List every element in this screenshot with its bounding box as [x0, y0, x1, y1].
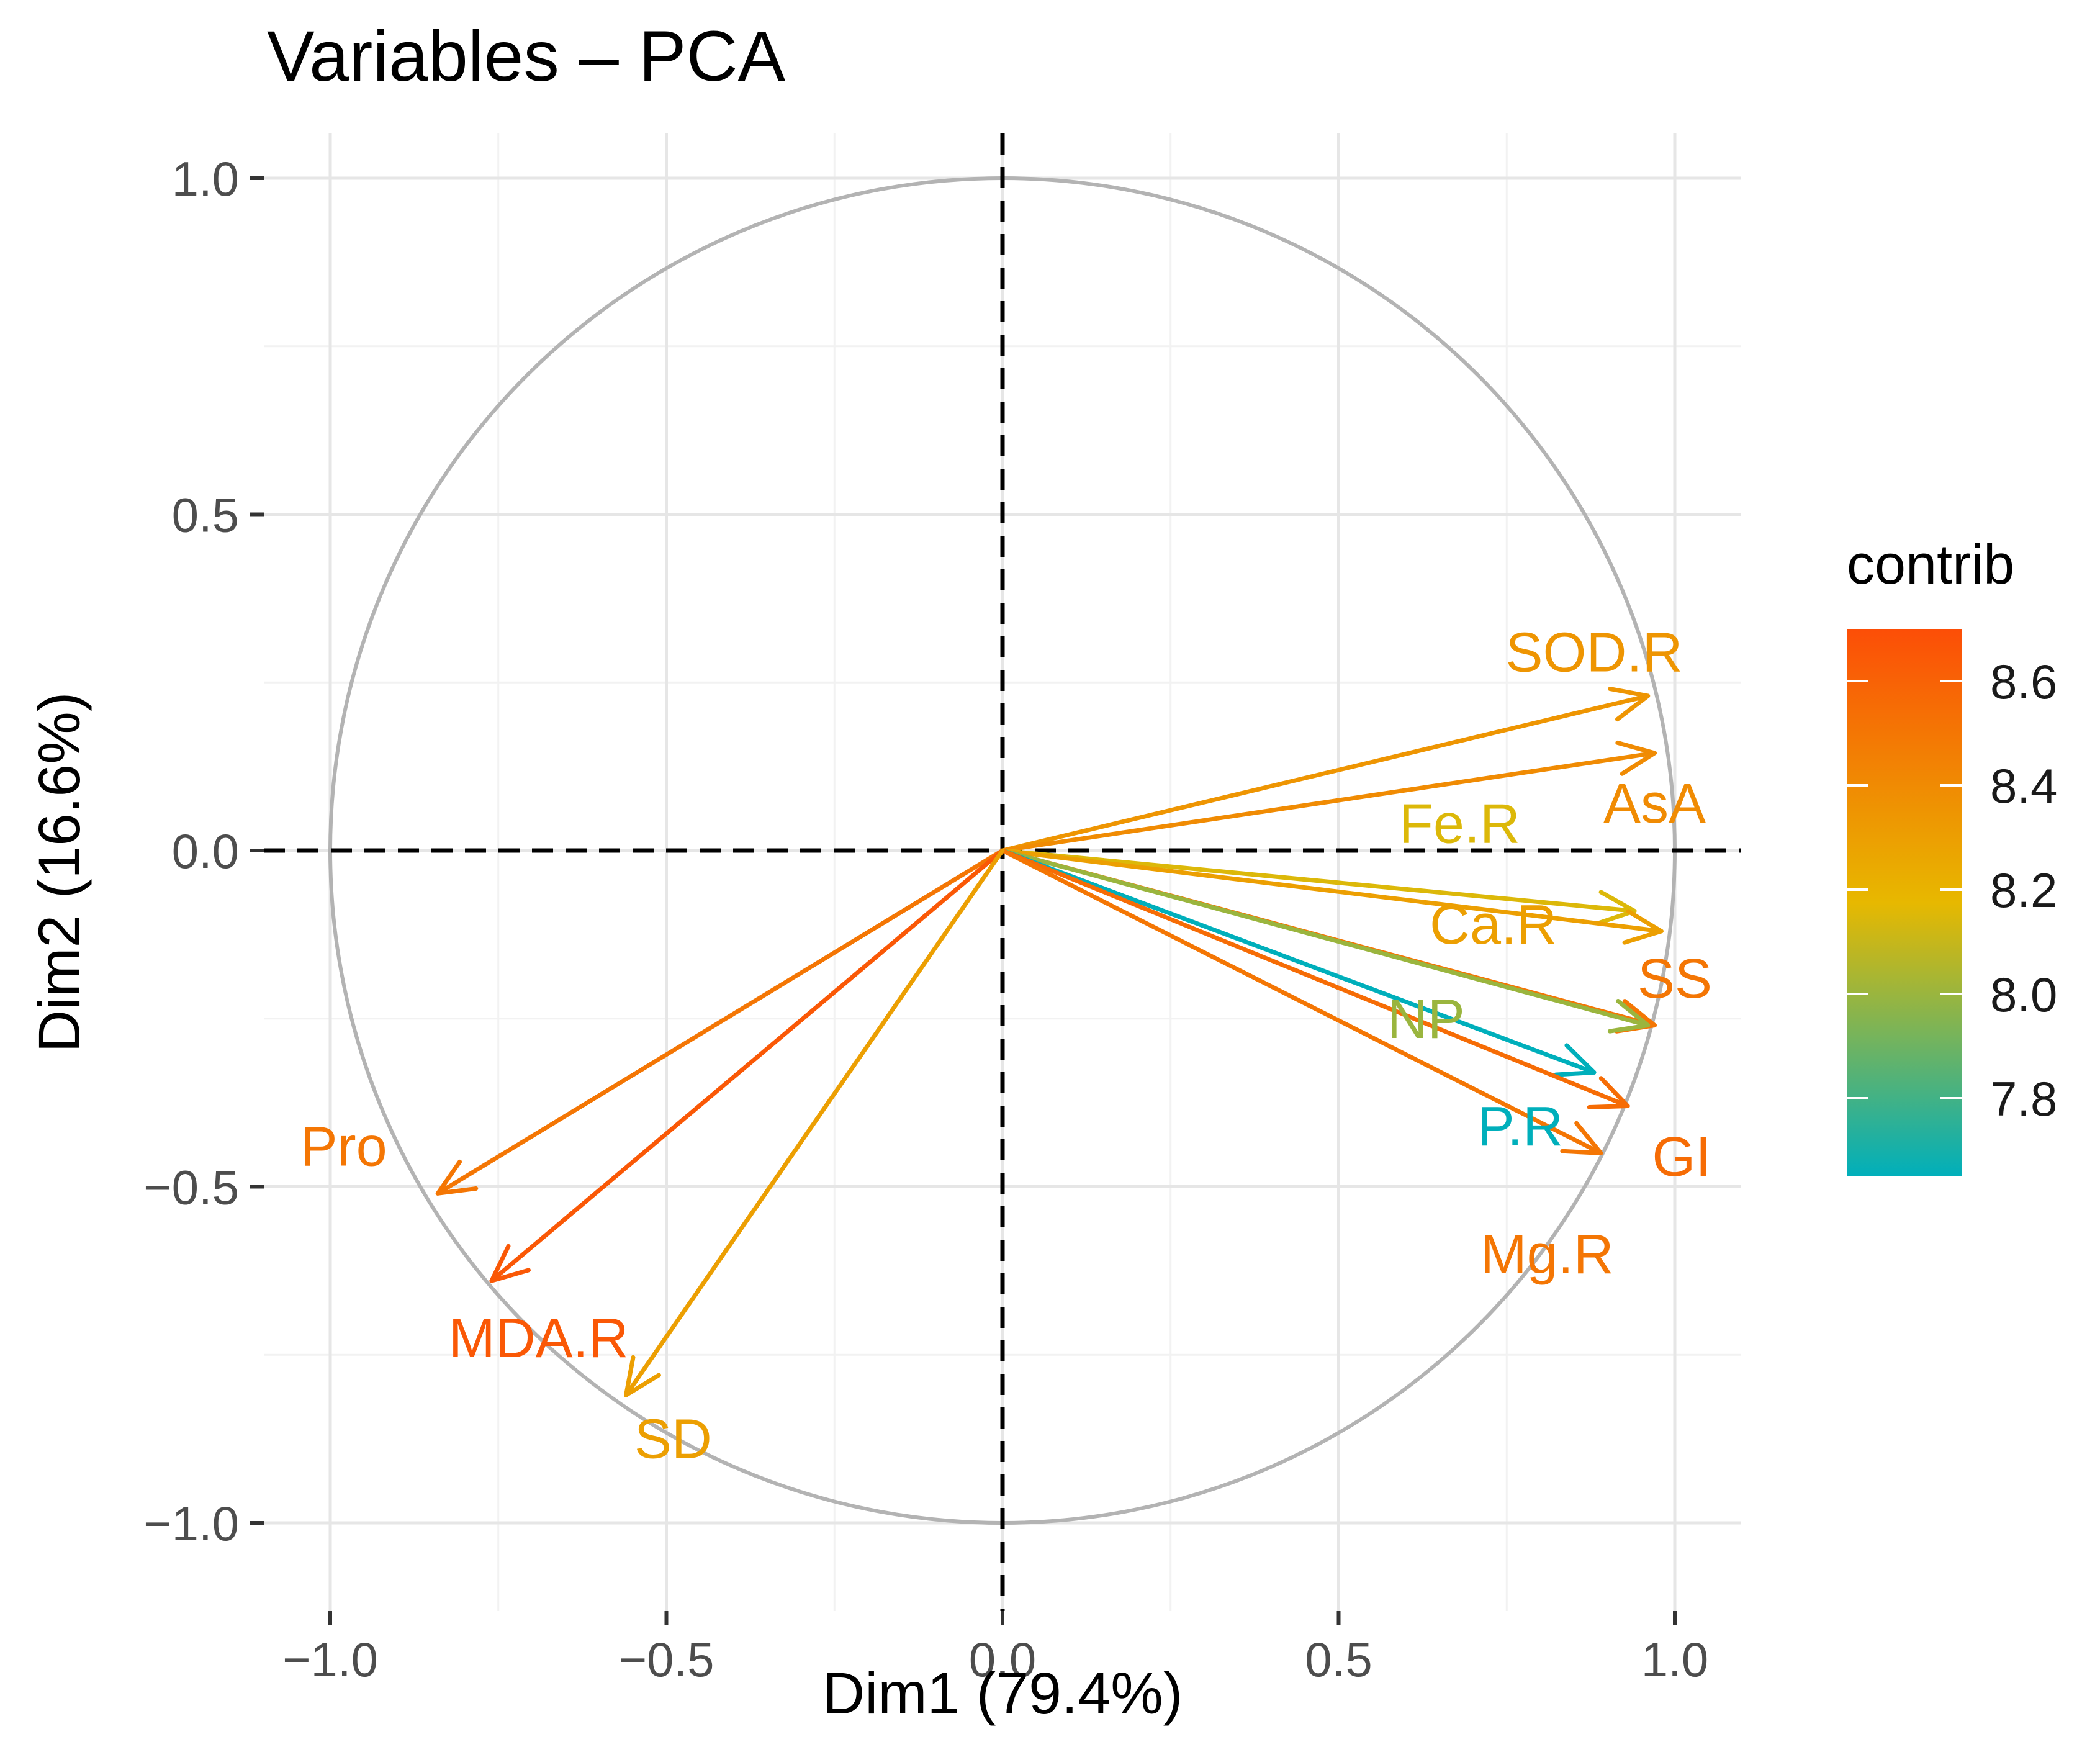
label-ca-r: Ca.R [1430, 894, 1557, 956]
arrowhead-mg-r [1560, 1121, 1603, 1155]
legend-tick-label: 8.4 [1990, 759, 2057, 813]
label-pro: Pro [300, 1116, 387, 1178]
arrow-gi [1000, 848, 1630, 1109]
arrowhead-sd [624, 1355, 661, 1397]
label-fe-r: Fe.R [1399, 793, 1520, 855]
label-ss: SS [1638, 948, 1712, 1010]
y-tick-label: −0.5 [143, 1160, 239, 1215]
legend-tick-label: 7.8 [1990, 1072, 2057, 1126]
x-tick-label: 0.5 [1305, 1632, 1372, 1687]
x-tick-label: 0.0 [969, 1632, 1036, 1687]
label-mda-r: MDA.R [449, 1307, 629, 1370]
arrowhead-mda-r [489, 1244, 531, 1283]
y-tick-label: −1.0 [143, 1496, 239, 1551]
label-sd: SD [634, 1409, 712, 1471]
arrow-mg-r [1000, 848, 1603, 1155]
plot-panel: SOD.R AsA Fe.R Ca.R SS NPP.R GI Mg.R Pro MDA.RSD [264, 133, 1741, 1611]
arrowhead-ca-r [1622, 909, 1664, 945]
chart-title: Variables – PCA [267, 17, 786, 96]
arrowhead-fe-r [1595, 890, 1637, 926]
x-tick-label: 1.0 [1641, 1632, 1708, 1687]
variable-arrows [435, 687, 1664, 1397]
arrow-fe-r [1000, 848, 1637, 913]
label-sod-r: SOD.R [1506, 622, 1683, 684]
legend-tick-label: 8.6 [1990, 654, 2057, 709]
y-tick-label: 0.0 [172, 824, 239, 878]
y-tick-label: 0.5 [172, 488, 239, 543]
arrow-sod-r [1000, 693, 1651, 853]
y-tick-label: 1.0 [172, 151, 239, 206]
legend-tick-label: 8.0 [1990, 967, 2057, 1022]
x-tick-label: −1.0 [282, 1632, 378, 1687]
arrow-asa [1000, 751, 1657, 853]
legend-tick-label: 8.2 [1990, 863, 2057, 918]
arrowhead-asa [1615, 740, 1657, 776]
arrow-sd [624, 848, 1005, 1397]
arrow-np [1000, 848, 1651, 1028]
x-tick-label: −0.5 [619, 1632, 714, 1687]
label-asa: AsA [1603, 773, 1706, 835]
arrow-ca-r [1000, 848, 1664, 934]
arrow-pro [435, 848, 1005, 1196]
x-axis: −1.0 −0.5 0.0 0.5 1.0 [282, 1611, 1708, 1687]
arrowhead-p-r [1553, 1043, 1597, 1077]
arrow-mda-r [489, 848, 1005, 1283]
arrowhead-sod-r [1608, 687, 1651, 722]
label-np: NP [1387, 988, 1465, 1050]
y-axis: 1.0 0.5 0.0 −0.5 −1.0 [143, 151, 264, 1551]
legend-title: contrib [1847, 534, 2014, 596]
contrib-legend: contrib 8.6 8.4 8.2 8.0 7.8 [1847, 534, 2057, 1176]
label-gi: GI [1652, 1126, 1711, 1188]
y-axis-title: Dim2 (16.6%) [27, 692, 92, 1053]
variable-labels: SOD.R AsA Fe.R Ca.R SS NPP.R GI Mg.R Pro MDA.RSD [300, 622, 1712, 1471]
label-mg-r: Mg.R [1480, 1224, 1614, 1286]
arrowhead-gi [1587, 1076, 1630, 1109]
legend-colorbar [1847, 629, 1962, 1176]
arrowhead-np [1607, 998, 1651, 1034]
arrow-p-r [1000, 848, 1597, 1075]
label-p-r: P.R [1477, 1096, 1563, 1158]
x-axis-title: Dim1 (79.4%) [822, 1661, 1183, 1727]
arrowhead-pro [435, 1159, 479, 1196]
